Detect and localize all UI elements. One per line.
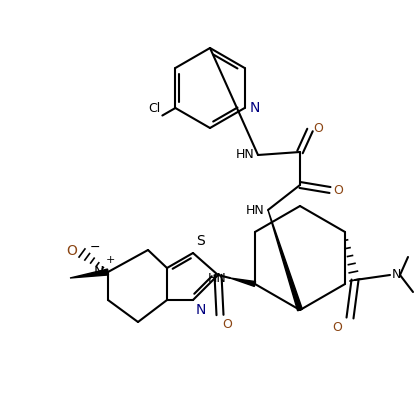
Text: HN: HN bbox=[236, 148, 255, 162]
Polygon shape bbox=[230, 278, 256, 286]
Text: Cl: Cl bbox=[148, 102, 161, 114]
Text: O: O bbox=[313, 121, 323, 135]
Text: O: O bbox=[222, 318, 232, 331]
Polygon shape bbox=[70, 269, 108, 278]
Polygon shape bbox=[268, 210, 302, 311]
Text: N: N bbox=[392, 268, 402, 281]
Text: S: S bbox=[196, 234, 205, 248]
Text: HN: HN bbox=[208, 272, 227, 285]
Text: N: N bbox=[94, 265, 104, 279]
Text: HN: HN bbox=[246, 204, 265, 216]
Text: O: O bbox=[332, 321, 342, 334]
Text: −: − bbox=[90, 241, 100, 254]
Text: O: O bbox=[66, 244, 77, 258]
Text: N: N bbox=[250, 101, 260, 115]
Text: O: O bbox=[333, 183, 343, 197]
Text: +: + bbox=[106, 255, 116, 265]
Text: N: N bbox=[196, 303, 206, 317]
